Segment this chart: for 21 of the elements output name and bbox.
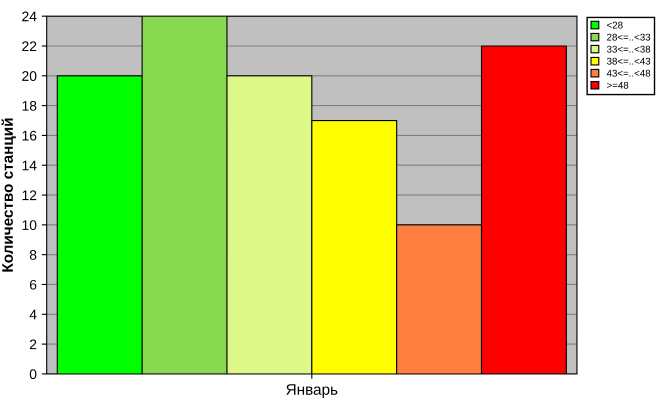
legend-label: 38<=..<43 xyxy=(606,58,650,65)
y-tick-label: 0 xyxy=(30,369,36,380)
y-tick-label: 12 xyxy=(22,190,36,200)
legend-label: 33<=..<38 xyxy=(606,46,650,53)
y-tick-label: 20 xyxy=(22,71,36,81)
legend-label: 43<=..<48 xyxy=(606,70,650,77)
y-tick-label: 24 xyxy=(22,12,37,22)
y-tick-label: 18 xyxy=(22,100,36,111)
legend-label: <28 xyxy=(607,22,623,29)
y-tick-label: 8 xyxy=(30,250,36,260)
y-axis-title: Количество станций xyxy=(1,118,16,272)
y-tick-label: 22 xyxy=(22,41,36,52)
y-tick-label: 6 xyxy=(30,280,36,290)
y-tick-label: 4 xyxy=(30,310,37,320)
y-tick-label: 2 xyxy=(30,339,36,350)
y-tick-label: 14 xyxy=(22,160,37,170)
y-tick-label: 10 xyxy=(22,220,36,230)
legend-label: >=48 xyxy=(607,82,628,89)
x-tick-label: Январь xyxy=(286,384,338,398)
y-tick-label: 16 xyxy=(22,130,36,141)
legend-label: 28<=..<33 xyxy=(607,34,650,41)
